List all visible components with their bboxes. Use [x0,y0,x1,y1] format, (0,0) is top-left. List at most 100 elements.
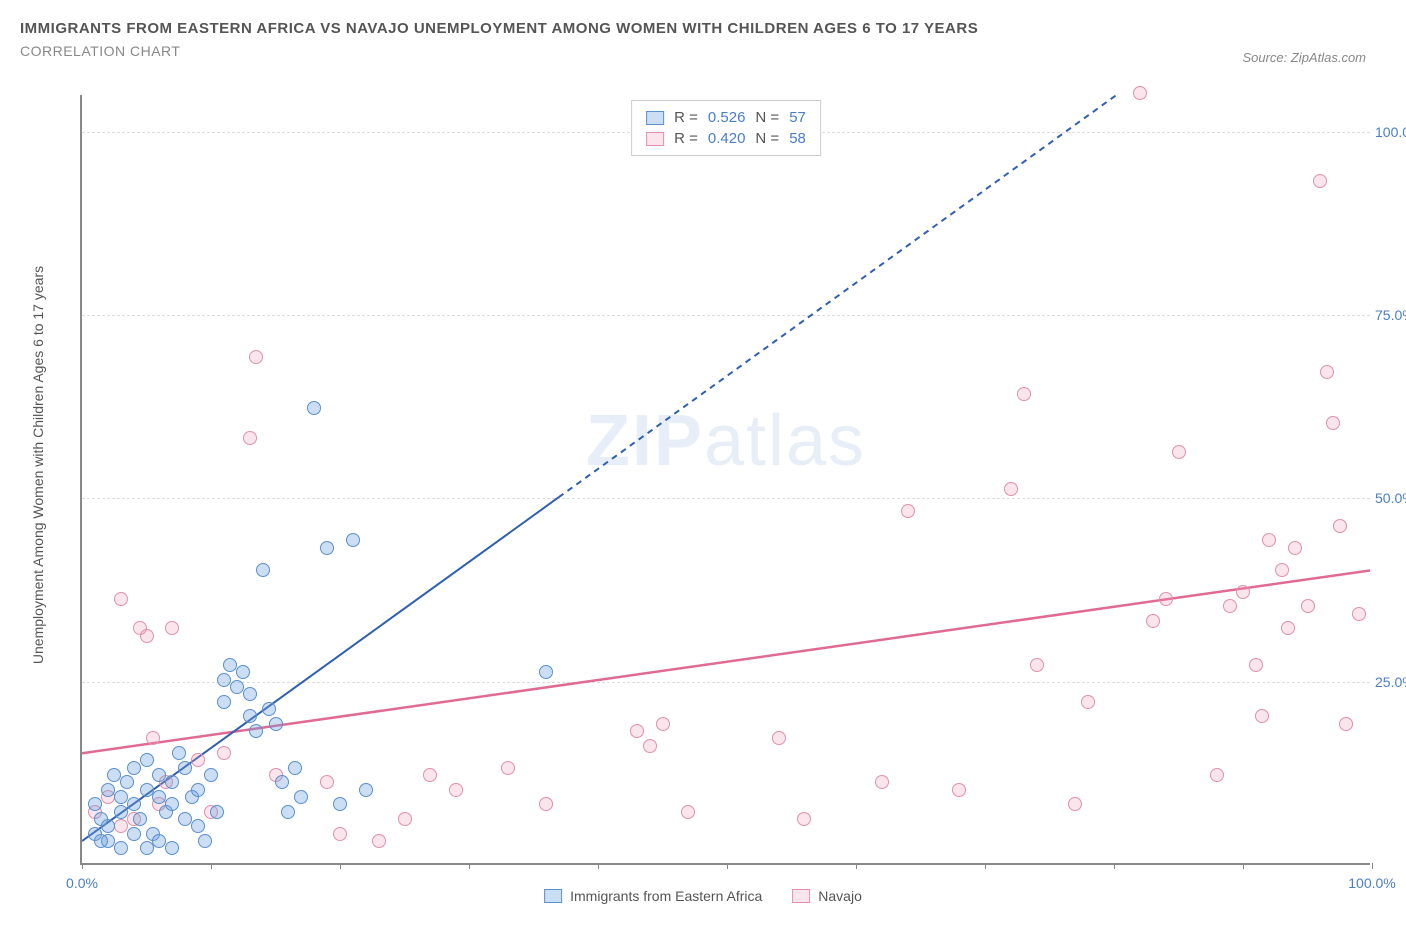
data-point [1326,416,1340,430]
data-point [1159,592,1173,606]
data-point [217,746,231,760]
y-axis-label: Unemployment Among Women with Children A… [30,266,46,664]
data-point [772,731,786,745]
x-tick [469,863,470,869]
data-point [165,797,179,811]
data-point [165,841,179,855]
data-point [114,592,128,606]
data-point [901,504,915,518]
data-point [178,812,192,826]
data-point [236,665,250,679]
data-point [114,790,128,804]
y-tick-label: 75.0% [1375,307,1406,323]
data-point [1172,445,1186,459]
data-point [217,695,231,709]
gridline [82,682,1370,683]
data-point [94,834,108,848]
r-label: R = [674,109,698,126]
legend-stats: R = 0.526 N = 57 R = 0.420 N = 58 [631,100,821,156]
data-point [423,768,437,782]
legend-swatch [544,889,562,903]
data-point [630,724,644,738]
data-point [262,702,276,716]
data-point [643,739,657,753]
data-point [372,834,386,848]
x-tick [856,863,857,869]
data-point [127,761,141,775]
data-point [1030,658,1044,672]
n-label: N = [755,130,779,147]
data-point [333,797,347,811]
data-point [449,783,463,797]
data-point [204,768,218,782]
data-point [140,629,154,643]
data-point [140,783,154,797]
data-point [120,775,134,789]
data-point [256,563,270,577]
data-point [230,680,244,694]
data-point [223,658,237,672]
data-point [1281,621,1295,635]
data-point [191,819,205,833]
data-point [1236,585,1250,599]
data-point [1301,599,1315,613]
data-point [217,673,231,687]
data-point [275,775,289,789]
data-point [243,709,257,723]
data-point [101,783,115,797]
data-point [1352,607,1366,621]
data-point [165,621,179,635]
data-point [114,819,128,833]
data-point [501,761,515,775]
data-point [127,797,141,811]
data-point [172,746,186,760]
x-tick-label: 0.0% [66,875,98,891]
data-point [320,541,334,555]
data-point [88,797,102,811]
x-tick [1114,863,1115,869]
r-value: 0.526 [708,109,746,126]
data-point [191,783,205,797]
n-value: 58 [789,130,806,147]
x-tick-label: 100.0% [1348,875,1395,891]
data-point [1262,533,1276,547]
data-point [333,827,347,841]
data-point [133,812,147,826]
data-point [1320,365,1334,379]
data-point [101,819,115,833]
data-point [346,533,360,547]
data-point [249,724,263,738]
data-point [398,812,412,826]
data-point [165,775,179,789]
data-point [1223,599,1237,613]
data-point [539,665,553,679]
data-point [114,805,128,819]
legend-label: Navajo [818,888,862,904]
data-point [294,790,308,804]
n-label: N = [755,109,779,126]
x-tick [985,863,986,869]
n-value: 57 [789,109,806,126]
correlation-chart: IMMIGRANTS FROM EASTERN AFRICA VS NAVAJO… [20,20,1386,910]
data-point [152,790,166,804]
legend-stats-row: R = 0.526 N = 57 [646,107,806,128]
data-point [1275,563,1289,577]
legend-series: Immigrants from Eastern Africa Navajo [544,888,862,904]
y-tick-label: 50.0% [1375,490,1406,506]
plot-area: ZIPatlas 25.0%50.0%75.0%100.0%0.0%100.0%… [80,95,1370,865]
data-point [1081,695,1095,709]
data-point [681,805,695,819]
data-point [114,841,128,855]
data-point [281,805,295,819]
legend-series-item: Immigrants from Eastern Africa [544,888,762,904]
chart-title: IMMIGRANTS FROM EASTERN AFRICA VS NAVAJO… [20,20,1386,37]
data-point [1339,717,1353,731]
data-point [146,731,160,745]
data-point [152,768,166,782]
data-point [875,775,889,789]
x-tick [598,863,599,869]
y-tick-label: 100.0% [1375,124,1406,140]
data-point [249,350,263,364]
data-point [1313,174,1327,188]
legend-swatch [646,132,664,146]
